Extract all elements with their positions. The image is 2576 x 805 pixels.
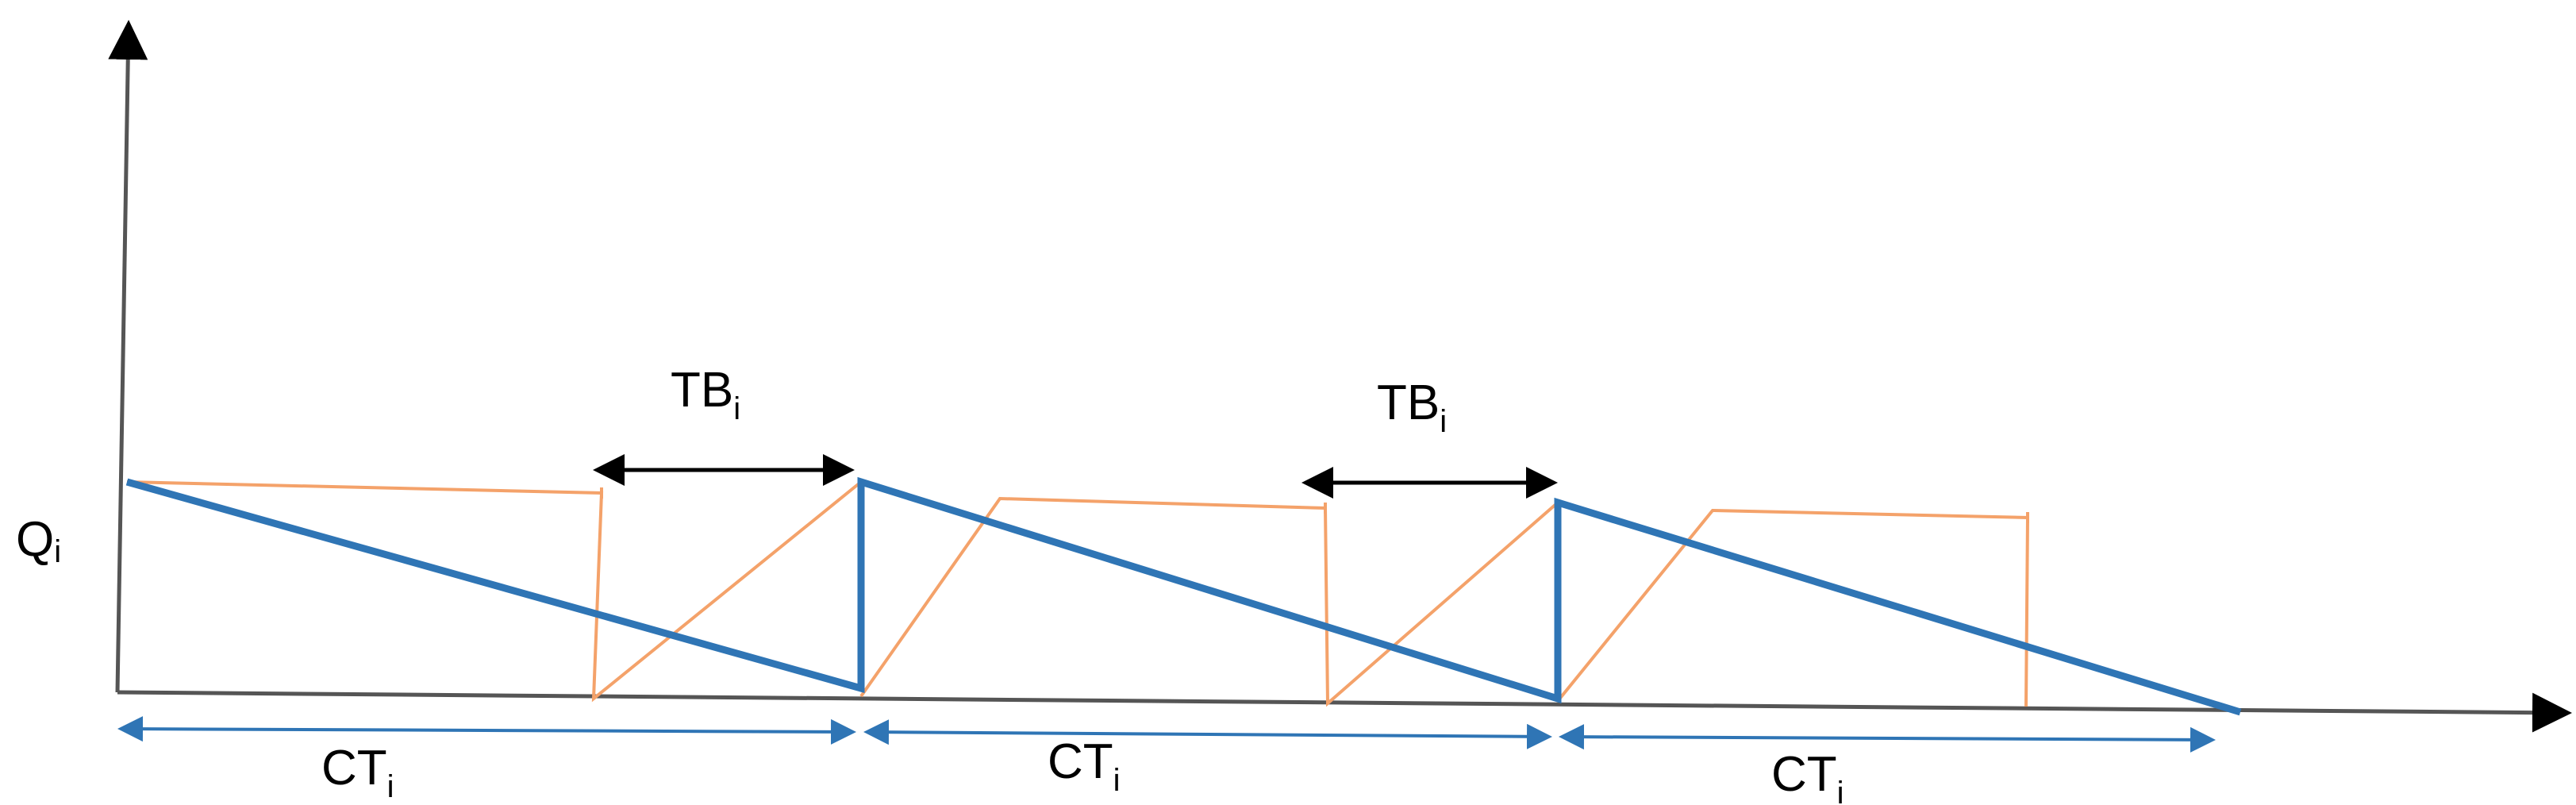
ct-label-1: CTi (321, 741, 394, 804)
inventory-level-line (125, 476, 2242, 716)
y-axis (108, 20, 148, 693)
secondary-segment-3 (1556, 508, 2030, 707)
secondary-segment-2 (859, 496, 1559, 707)
secondary-inventory-line (126, 480, 2030, 707)
ct-arrow-2 (863, 719, 1552, 749)
y-axis-label: Qi (16, 512, 61, 569)
secondary-segment-1 (126, 480, 863, 703)
tb-label-2: TBi (1377, 376, 1447, 439)
ct-label-3: CTi (1771, 747, 1844, 805)
ct-arrow-1 (117, 716, 856, 745)
tb-label-1: TBi (671, 363, 740, 426)
ct-arrow-3 (1559, 724, 2216, 753)
ct-label-2: CTi (1048, 734, 1121, 798)
x-axis (117, 690, 2572, 733)
